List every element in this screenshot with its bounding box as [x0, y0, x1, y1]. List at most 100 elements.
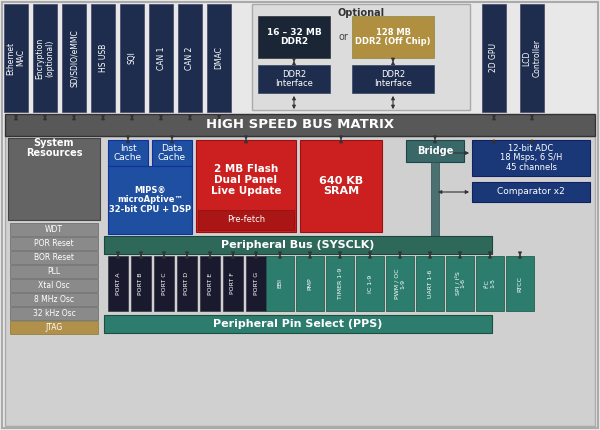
- Text: SPI / I²S
1-6: SPI / I²S 1-6: [455, 272, 466, 295]
- Bar: [356, 256, 384, 311]
- Text: 2D GPU: 2D GPU: [490, 43, 499, 73]
- Text: Inst
Cache: Inst Cache: [114, 144, 142, 163]
- Bar: [296, 256, 324, 311]
- Bar: [108, 166, 192, 234]
- Bar: [5, 136, 595, 426]
- Bar: [352, 65, 434, 93]
- Bar: [108, 256, 128, 311]
- Bar: [300, 140, 382, 232]
- Bar: [416, 256, 444, 311]
- Bar: [476, 256, 504, 311]
- Bar: [177, 256, 197, 311]
- Text: 8 MHz Osc: 8 MHz Osc: [34, 295, 74, 304]
- Bar: [4, 4, 28, 112]
- Text: DMAC: DMAC: [215, 46, 223, 69]
- Bar: [406, 140, 464, 162]
- Text: 128 MB
DDR2 (Off Chip): 128 MB DDR2 (Off Chip): [355, 28, 431, 46]
- Bar: [326, 256, 354, 311]
- Bar: [5, 114, 595, 136]
- Text: RTCC: RTCC: [517, 276, 523, 292]
- Bar: [10, 279, 98, 292]
- Bar: [10, 237, 98, 250]
- Text: 32 kHz Osc: 32 kHz Osc: [32, 309, 76, 318]
- Text: CAN 2: CAN 2: [185, 46, 194, 70]
- Bar: [10, 293, 98, 306]
- Bar: [10, 223, 98, 236]
- Text: 16 – 32 MB
DDR2: 16 – 32 MB DDR2: [266, 28, 322, 46]
- Text: LCD
Controller: LCD Controller: [523, 39, 541, 77]
- Bar: [62, 4, 86, 112]
- Text: Peripheral Pin Select (PPS): Peripheral Pin Select (PPS): [214, 319, 383, 329]
- Bar: [178, 4, 202, 112]
- Bar: [196, 140, 296, 232]
- Bar: [258, 65, 330, 93]
- Text: PORT D: PORT D: [185, 272, 190, 295]
- Text: PORT F: PORT F: [230, 273, 235, 295]
- Text: PWM / OC
1-9: PWM / OC 1-9: [395, 268, 405, 299]
- Bar: [386, 256, 414, 311]
- Bar: [149, 4, 173, 112]
- Text: Data
Cache: Data Cache: [158, 144, 186, 163]
- Text: PLL: PLL: [47, 267, 61, 276]
- Text: JTAG: JTAG: [46, 323, 62, 332]
- Text: IC 1-9: IC 1-9: [367, 274, 373, 293]
- Bar: [266, 256, 294, 311]
- Bar: [108, 140, 148, 166]
- Bar: [10, 251, 98, 264]
- Bar: [120, 4, 144, 112]
- Text: Xtal Osc: Xtal Osc: [38, 281, 70, 290]
- Bar: [154, 256, 174, 311]
- Bar: [223, 256, 243, 311]
- Text: TIMER 1-9: TIMER 1-9: [337, 268, 343, 299]
- Bar: [152, 140, 192, 166]
- Text: DDR2
Interface: DDR2 Interface: [374, 70, 412, 88]
- Text: I²C
1-5: I²C 1-5: [485, 279, 495, 289]
- Text: 12-bit ADC
18 Msps, 6 S/H
45 channels: 12-bit ADC 18 Msps, 6 S/H 45 channels: [500, 144, 562, 172]
- Bar: [10, 321, 98, 334]
- Bar: [200, 256, 220, 311]
- Text: PMP: PMP: [308, 277, 313, 290]
- Text: Ethernet
MAC: Ethernet MAC: [7, 41, 25, 74]
- Text: SD/SDIO/eMMC: SD/SDIO/eMMC: [70, 29, 79, 87]
- Bar: [198, 210, 294, 230]
- Text: PORT A: PORT A: [115, 272, 121, 295]
- Bar: [33, 4, 57, 112]
- Bar: [246, 256, 266, 311]
- Bar: [472, 140, 590, 176]
- Bar: [10, 307, 98, 320]
- Text: Optional: Optional: [337, 8, 385, 18]
- Bar: [431, 162, 439, 244]
- Text: UART 1-6: UART 1-6: [427, 269, 433, 298]
- Bar: [446, 256, 474, 311]
- Bar: [520, 4, 544, 112]
- Text: Encryption
(optional): Encryption (optional): [35, 37, 55, 79]
- Text: HS USB: HS USB: [98, 44, 107, 72]
- Text: DDR2
Interface: DDR2 Interface: [275, 70, 313, 88]
- Text: System
Resources: System Resources: [26, 138, 82, 158]
- Text: Comparator x2: Comparator x2: [497, 187, 565, 197]
- Text: 640 KB
SRAM: 640 KB SRAM: [319, 175, 363, 197]
- Text: CAN 1: CAN 1: [157, 46, 166, 70]
- Bar: [104, 315, 492, 333]
- Bar: [104, 236, 492, 254]
- Text: SQI: SQI: [128, 52, 137, 64]
- Bar: [131, 256, 151, 311]
- Text: BOR Reset: BOR Reset: [34, 253, 74, 262]
- Bar: [252, 4, 470, 110]
- Bar: [8, 138, 100, 220]
- Text: Pre-fetch: Pre-fetch: [227, 215, 265, 224]
- Text: Bridge: Bridge: [417, 146, 453, 156]
- Text: HIGH SPEED BUS MATRIX: HIGH SPEED BUS MATRIX: [206, 119, 394, 132]
- Bar: [91, 4, 115, 112]
- Bar: [258, 16, 330, 58]
- Text: PORT E: PORT E: [208, 273, 212, 295]
- Text: or: or: [338, 32, 348, 42]
- Text: 2 MB Flash
Dual Panel
Live Update: 2 MB Flash Dual Panel Live Update: [211, 164, 281, 196]
- Text: PORT G: PORT G: [254, 272, 259, 295]
- Bar: [472, 182, 590, 202]
- Text: PORT B: PORT B: [139, 272, 143, 295]
- Bar: [10, 265, 98, 278]
- Bar: [506, 256, 534, 311]
- Text: MIPS®
microAptive™
32-bit CPU + DSP: MIPS® microAptive™ 32-bit CPU + DSP: [109, 186, 191, 214]
- Bar: [482, 4, 506, 112]
